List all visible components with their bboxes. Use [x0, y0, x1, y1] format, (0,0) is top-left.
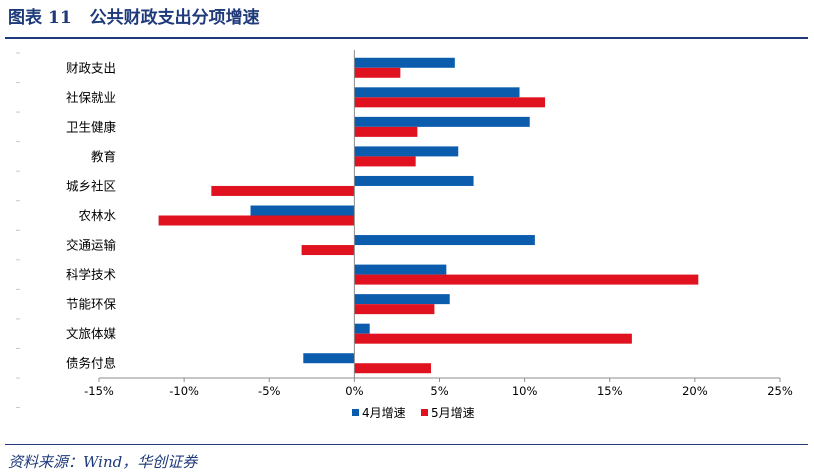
bar-series-1	[354, 175, 474, 186]
category-label: 社保就业	[66, 90, 116, 105]
bar-series-2	[354, 333, 632, 344]
bar-series-1	[354, 87, 520, 98]
x-ticks: -15% -10% -5% 0% 5% 10% 15% 20% 25%	[84, 378, 793, 398]
bar-series-2	[301, 245, 355, 256]
x-tick-label: 5%	[430, 384, 448, 398]
bar-series-1	[354, 146, 459, 157]
figure-title-number: 11	[48, 8, 72, 28]
legend-label: 5月增速	[431, 406, 475, 420]
chart: -15% -10% -5% 0% 5% 10% 15% 20% 25% 财政支出社保就业卫生健康…	[16, 50, 793, 420]
x-tick-label: 10%	[512, 384, 538, 398]
bar-series-1	[354, 294, 450, 305]
bar-series-1	[354, 235, 535, 246]
bar-series-2	[354, 274, 699, 285]
category-label: 节能环保	[66, 297, 117, 312]
figure-title-prefix: 图表	[8, 8, 42, 28]
x-tick-label: -10%	[169, 384, 199, 398]
x-tick-label: 25%	[767, 384, 793, 398]
bar-series-1	[250, 205, 355, 216]
category-label: 债务付息	[66, 356, 116, 371]
category-label: 农林水	[78, 208, 116, 223]
x-tick-label: 20%	[682, 384, 708, 398]
bar-series-1	[354, 264, 447, 275]
bar-series-2	[158, 215, 355, 226]
category-label: 城乡社区	[66, 178, 116, 193]
bar-series-2	[211, 185, 355, 196]
legend-label: 4月增速	[362, 406, 406, 420]
category-label: 科学技术	[66, 267, 117, 282]
bar-series-1	[303, 353, 355, 364]
x-tick-label: -5%	[258, 384, 280, 398]
bar-series-1	[354, 57, 455, 68]
category-label: 财政支出	[66, 60, 116, 75]
bar-series-1	[354, 323, 370, 334]
x-tick-label: 15%	[597, 384, 623, 398]
bar-series-2	[354, 304, 435, 315]
bar-series-1	[354, 116, 530, 127]
title-divider	[5, 37, 808, 39]
legend-swatch	[421, 409, 428, 416]
legend-swatch	[352, 409, 359, 416]
bar-series-2	[354, 67, 401, 78]
legend: 4月增速 5月增速	[352, 406, 475, 420]
footer-divider	[5, 444, 808, 445]
bars	[158, 57, 699, 374]
bar-series-2	[354, 363, 431, 374]
bar-series-2	[354, 97, 546, 108]
category-label: 交通运输	[66, 238, 117, 253]
category-tick-marks	[16, 52, 20, 409]
bar-series-2	[354, 156, 416, 167]
figure-title: 图表 11 公共财政支出分项增速	[8, 3, 260, 28]
category-label: 卫生健康	[66, 119, 117, 134]
category-label: 教育	[91, 149, 116, 164]
x-tick-label: 0%	[345, 384, 363, 398]
x-tick-label: -15%	[84, 384, 114, 398]
category-label: 文旅体媒	[66, 326, 117, 341]
figure-title-text: 公共财政支出分项增速	[89, 8, 260, 28]
category-labels: 财政支出社保就业卫生健康教育城乡社区农林水交通运输科学技术节能环保文旅体媒债务付…	[66, 60, 117, 370]
source-note: 资料来源：Wind，华创证券	[8, 453, 198, 471]
bar-series-2	[354, 126, 418, 137]
